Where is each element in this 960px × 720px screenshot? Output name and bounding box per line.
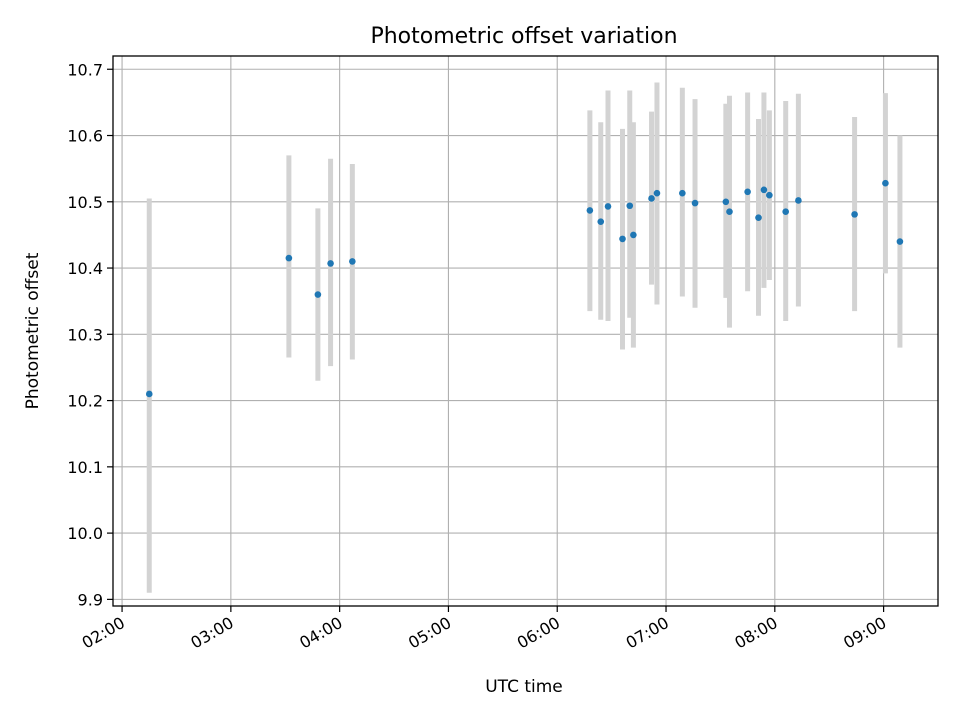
y-tick-label-4: 10.3	[67, 325, 103, 344]
y-tick-label-1: 10.0	[67, 524, 103, 543]
data-point-19	[760, 186, 768, 194]
y-tick-label-0: 9.9	[78, 590, 103, 609]
y-tick-label-8: 10.7	[67, 60, 103, 79]
data-point-6	[597, 218, 605, 225]
data-point-20	[766, 191, 773, 199]
y-tick-label-7: 10.6	[67, 127, 103, 146]
data-point-11	[648, 195, 655, 202]
x-axis-label: UTC time	[485, 677, 563, 697]
data-point-5	[586, 207, 594, 214]
data-point-24	[882, 179, 889, 187]
data-point-8	[619, 235, 626, 243]
y-tick-label-6: 10.5	[67, 193, 103, 212]
data-point-15	[722, 198, 730, 206]
data-point-3	[327, 260, 334, 267]
y-axis-ticks: 9.9 10.0 10.1 10.2 10.3 10.4 10.5 10.6 10.7	[67, 60, 113, 609]
data-point-1	[285, 254, 293, 262]
data-point-7	[604, 203, 612, 210]
data-point-12	[653, 189, 661, 197]
data-point-4	[349, 258, 356, 265]
data-point-10	[630, 231, 637, 239]
y-axis-label: Photometric offset	[23, 252, 43, 409]
data-point-18	[755, 214, 762, 221]
plot-frame	[112, 55, 939, 607]
data-point-25	[896, 238, 904, 245]
data-point-14	[691, 199, 699, 207]
data-point-23	[851, 211, 858, 218]
data-point-17	[744, 188, 751, 196]
data-point-2	[314, 291, 322, 298]
data-point-16	[726, 208, 733, 216]
data-point-9	[626, 202, 634, 210]
data-point-22	[795, 197, 802, 204]
y-tick-label-2: 10.1	[67, 458, 103, 477]
y-tick-label-5: 10.4	[67, 259, 103, 278]
y-tick-label-3: 10.2	[67, 392, 103, 411]
chart-title: Photometric offset variation	[370, 24, 677, 49]
data-points	[145, 179, 904, 398]
data-point-21	[782, 208, 789, 216]
data-point-13	[679, 189, 686, 197]
data-point-0	[145, 390, 153, 398]
